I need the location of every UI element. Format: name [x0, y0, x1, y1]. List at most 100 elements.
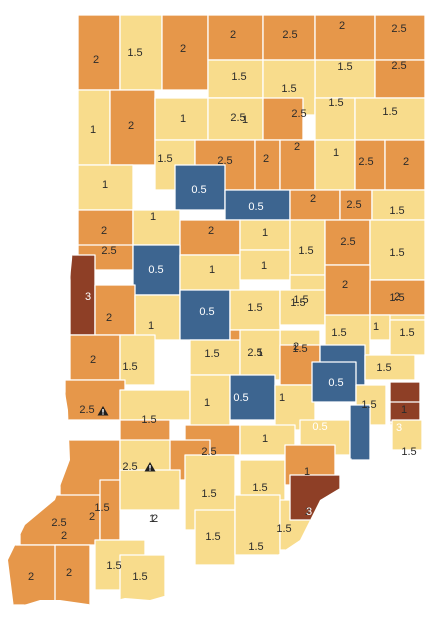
county-value-label: 2 — [93, 54, 99, 66]
county-value-label: 1 — [304, 466, 310, 478]
county-value-label: 2.5 — [291, 108, 306, 120]
county-region — [369, 219, 426, 281]
county-value-label: 1.5 — [361, 399, 376, 411]
county-region — [324, 264, 371, 321]
county-region — [189, 339, 241, 376]
county-value-label: 0.5 — [248, 201, 263, 213]
county-value-label: 1 — [257, 347, 263, 359]
county-region — [279, 289, 326, 326]
county-value-label: 2 — [263, 153, 269, 165]
county-value-label: 1 — [373, 321, 379, 333]
county-value-label: 2 — [294, 141, 300, 153]
county-value-label: 2 — [106, 312, 112, 324]
county-value-label: 2.5 — [201, 446, 216, 458]
county-region — [254, 139, 281, 191]
county-value-label: 1.5 — [127, 47, 142, 59]
county-region — [119, 15, 163, 91]
county-region — [374, 59, 426, 99]
county-region — [119, 389, 191, 421]
county-value-label: 1.5 — [328, 97, 343, 109]
county-region — [77, 164, 134, 211]
county-region — [391, 419, 423, 451]
county-value-label: 1 — [333, 147, 339, 159]
county-region — [174, 164, 226, 211]
county-value-label: 2.5 — [101, 245, 116, 257]
county-value-label: 1.5 — [157, 153, 172, 165]
county-value-label: 1 — [90, 124, 96, 136]
county-region — [54, 544, 91, 606]
county-value-label: 3 — [306, 506, 312, 518]
county-region — [279, 139, 316, 191]
county-value-label: 2 — [208, 225, 214, 237]
county-region — [229, 374, 276, 421]
county-value-label: 1 — [262, 433, 268, 445]
county-value-label: 1.5 — [376, 362, 391, 374]
county-value-label: 1 — [262, 227, 268, 239]
county-region — [194, 509, 236, 566]
county-value-label: 2 — [310, 193, 316, 205]
county-region — [389, 319, 426, 356]
county-region — [207, 15, 264, 61]
county-value-label: 1.5 — [292, 343, 307, 355]
county-region — [369, 279, 426, 316]
county-value-label: 1 — [102, 179, 108, 191]
county-region — [94, 284, 136, 336]
county-region — [314, 97, 356, 141]
county-region — [314, 59, 376, 99]
county-value-label: 1.5 — [248, 541, 263, 553]
county-region — [132, 244, 181, 296]
county-value-label: 1.5 — [122, 361, 137, 373]
county-value-label: 2 — [293, 341, 299, 353]
county-value-label: 3 — [396, 422, 402, 434]
county-value-label: 0.5 — [328, 377, 343, 389]
county-value-label: 1 — [180, 113, 186, 125]
county-value-label: 1.5 — [337, 61, 352, 73]
county-region — [64, 379, 126, 421]
county-region — [349, 404, 371, 461]
county-region — [161, 15, 209, 91]
county-value-label: 2.5 — [230, 112, 245, 124]
county-value-label: 0.5 — [233, 392, 248, 404]
county-value-label: 2 — [101, 225, 107, 237]
county-region — [354, 139, 386, 191]
county-region — [364, 354, 416, 381]
county-region — [132, 209, 181, 246]
county-region — [179, 219, 241, 256]
county-value-label: 1.5 — [298, 245, 313, 257]
county-value-label: 1.5 — [389, 205, 404, 217]
county-value-label: 1.5 — [247, 302, 262, 314]
county-value-label: 2.5 — [346, 199, 361, 211]
county-value-label: 1 — [209, 264, 215, 276]
county-value-label: 2 — [394, 291, 400, 303]
county-value-label: 1.5 — [231, 71, 246, 83]
county-value-label: 2 — [61, 530, 67, 542]
county-region — [69, 254, 96, 336]
county-value-label: 2 — [89, 511, 95, 523]
county-value-label: 1.5 — [204, 348, 219, 360]
county-value-label: 2 — [28, 571, 34, 583]
county-value-label: 2 — [342, 279, 348, 291]
county-value-label: 1.5 — [94, 502, 109, 514]
county-region — [119, 469, 181, 511]
county-value-label: 2 — [403, 156, 409, 168]
county-value-label: 2 — [339, 20, 345, 32]
county-value-label: 1.5 — [132, 571, 147, 583]
county-value-label: 2 — [66, 567, 72, 579]
county-region — [314, 15, 376, 61]
county-region — [154, 97, 209, 141]
county-value-label: 2 — [230, 29, 236, 41]
county-region — [354, 97, 426, 141]
warning-icon — [97, 406, 109, 416]
county-region — [134, 294, 181, 341]
county-value-label: 2 — [152, 513, 158, 525]
county-region — [239, 249, 291, 281]
county-region — [289, 474, 341, 521]
county-value-label: 2 — [305, 506, 311, 518]
county-value-label: 2.5 — [51, 517, 66, 529]
county-value-label: 1 — [279, 392, 285, 404]
county-value-label: 1.5 — [141, 414, 156, 426]
county-value-label: 2.5 — [391, 23, 406, 35]
county-value-label: 2.5 — [282, 29, 297, 41]
